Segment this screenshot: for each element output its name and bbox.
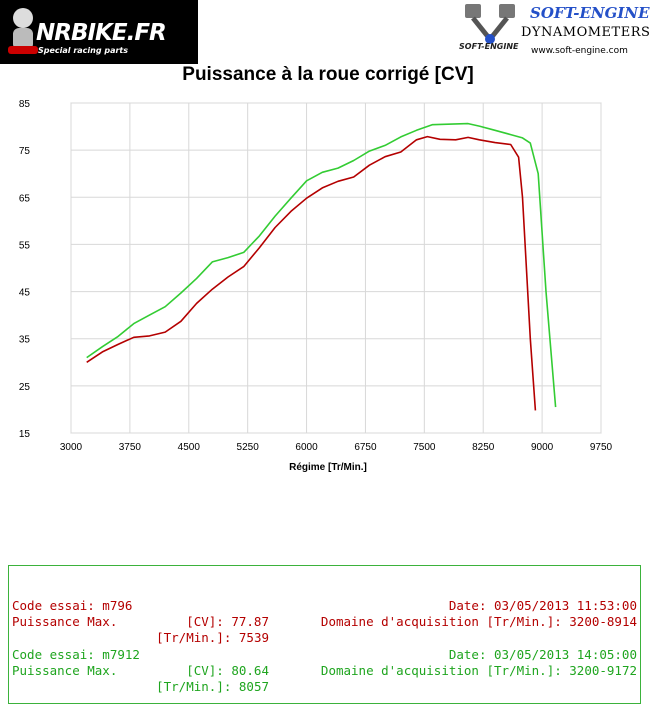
soft-engine-small: SOFT-ENGINE: [459, 42, 519, 51]
nrbike-logo: NRBIKE.FR Special racing parts: [0, 0, 198, 64]
x-tick-label: 6000: [295, 442, 318, 453]
info-value: [CV]: 77.87: [186, 614, 269, 629]
piston-icon: [465, 4, 515, 44]
x-tick-label: 7500: [413, 442, 436, 453]
info-value: [Tr/Min.]: 7539: [156, 630, 269, 645]
info-detail: Domaine d'acquisition [Tr/Min.]: 3200-91…: [320, 663, 637, 678]
test-info-panel: Code essai: m796 Date: 03/05/2013 11:53:0…: [8, 565, 641, 704]
y-tick-label: 45: [19, 288, 31, 299]
dynamometers-label: DYNAMOMETERS: [521, 25, 651, 40]
website-url: www.soft-engine.com: [531, 46, 628, 56]
y-tick-label: 65: [19, 193, 31, 204]
x-tick-label: 4500: [178, 442, 201, 453]
info-row: Code essai: m7912 Date: 03/05/2013 14:05:…: [12, 647, 637, 663]
y-tick-label: 55: [19, 240, 31, 251]
nrbike-tagline: Special racing parts: [38, 46, 129, 55]
x-tick-label: 9750: [590, 442, 613, 453]
info-detail: Domaine d'acquisition [Tr/Min.]: 3200-89…: [320, 614, 637, 629]
y-tick-label: 35: [19, 335, 31, 346]
info-row: Puissance Max. [CV]: 80.64 Domaine d'acqui…: [12, 663, 637, 679]
y-tick-label: 15: [19, 429, 31, 440]
x-tick-label: 8250: [472, 442, 495, 453]
info-row: Code essai: m796 Date: 03/05/2013 11:53:0…: [12, 598, 637, 614]
x-axis-label: Régime [Tr/Min.]: [289, 462, 367, 473]
x-tick-label: 5250: [237, 442, 260, 453]
info-detail: Date: 03/05/2013 11:53:00: [448, 598, 637, 613]
nrbike-logo-text: NRBIKE.FR: [36, 20, 167, 46]
info-row: [Tr/Min.]: 8057: [12, 679, 637, 695]
x-tick-label: 9000: [531, 442, 554, 453]
info-value: [Tr/Min.]: 8057: [156, 679, 269, 694]
info-row: [Tr/Min.]: 7539: [12, 630, 637, 646]
rider-icon: [8, 8, 38, 54]
info-label: Puissance Max.: [12, 663, 118, 678]
info-row: Puissance Max. [CV]: 77.87 Domaine d'acqui…: [12, 614, 637, 630]
x-tick-label: 3750: [119, 442, 142, 453]
y-tick-label: 75: [19, 146, 31, 157]
soft-engine-logo: SOFT-ENGINE DYNAMOMETERS www.soft-engine…: [453, 0, 656, 64]
x-tick-label: 6750: [354, 442, 377, 453]
info-label: Code essai: m7912: [12, 647, 140, 662]
info-label: Code essai: m796: [12, 598, 133, 613]
power-chart: 3000 3750 4500 5250 6000 6750 7500 8250 9000 9750…: [19, 99, 613, 473]
soft-engine-title: SOFT-ENGINE: [530, 4, 650, 22]
info-label: Puissance Max.: [12, 614, 118, 629]
plot-area: [70, 102, 602, 434]
chart-title: Puissance à la roue corrigé [CV]: [182, 64, 474, 85]
series-line-m7912: [86, 122, 557, 408]
series-line-m796: [86, 135, 537, 411]
x-tick-label: 3000: [60, 442, 83, 453]
y-tick-label: 25: [19, 382, 31, 393]
info-value: [CV]: 80.64: [186, 663, 269, 678]
info-detail: Date: 03/05/2013 14:05:00: [448, 647, 637, 662]
y-tick-label: 85: [19, 99, 31, 110]
